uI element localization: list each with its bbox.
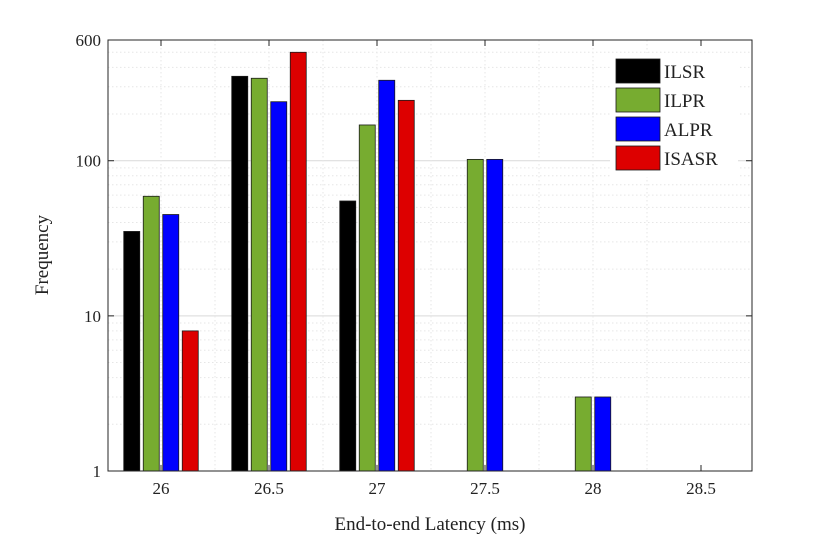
bar-alpr-28 [594,396,612,472]
x-tick-label: 28 [585,479,602,498]
legend-swatch-ilsr [615,58,661,84]
bar-ilpr-28 [574,396,592,472]
x-axis-ticks: 26 26.5 27 27.5 28 28.5 [153,40,716,498]
bar-ilsr-26 [123,231,141,472]
bar-ilpr-26_5 [250,77,268,472]
x-axis-label: End-to-end Latency (ms) [335,514,526,535]
x-tick-label: 27.5 [470,479,500,498]
bar-ilsr-27 [339,200,357,472]
y-axis-label: Frequency [32,214,53,295]
bar-alpr-26 [162,214,180,472]
x-tick-label: 26.5 [254,479,284,498]
bar-alpr-27 [378,79,396,472]
legend-swatch-alpr [615,116,661,142]
bar-ilpr-27 [358,124,376,472]
bar-alpr-27_5 [486,158,504,472]
x-tick-label: 27 [369,479,387,498]
y-tick-label: 1 [93,462,102,481]
legend: ILSR ILPR ALPR ISASR [610,53,738,177]
legend-label-alpr: ALPR [664,120,713,141]
legend-swatch-isasr [615,145,661,171]
x-tick-label: 28.5 [686,479,716,498]
bar-ilsr-26_5 [231,75,249,472]
bars [123,51,612,472]
bar-isasr-26_5 [289,51,307,472]
x-tick-label: 26 [153,479,170,498]
bar-isasr-26 [181,330,199,472]
bar-alpr-26_5 [270,101,288,472]
legend-label-ilsr: ILSR [664,62,706,83]
y-tick-label: 10 [84,307,101,326]
y-tick-label: 100 [76,152,102,171]
bar-ilpr-27_5 [466,158,484,472]
legend-label-isasr: ISASR [664,149,718,170]
bar-ilpr-26 [142,195,160,472]
legend-swatch-ilpr [615,87,661,113]
bar-isasr-27 [397,99,415,472]
legend-label-ilpr: ILPR [664,91,706,112]
y-axis-ticks: 1 10 100 600 [76,31,752,481]
plot-border [107,39,753,472]
y-tick-label: 600 [76,31,102,50]
